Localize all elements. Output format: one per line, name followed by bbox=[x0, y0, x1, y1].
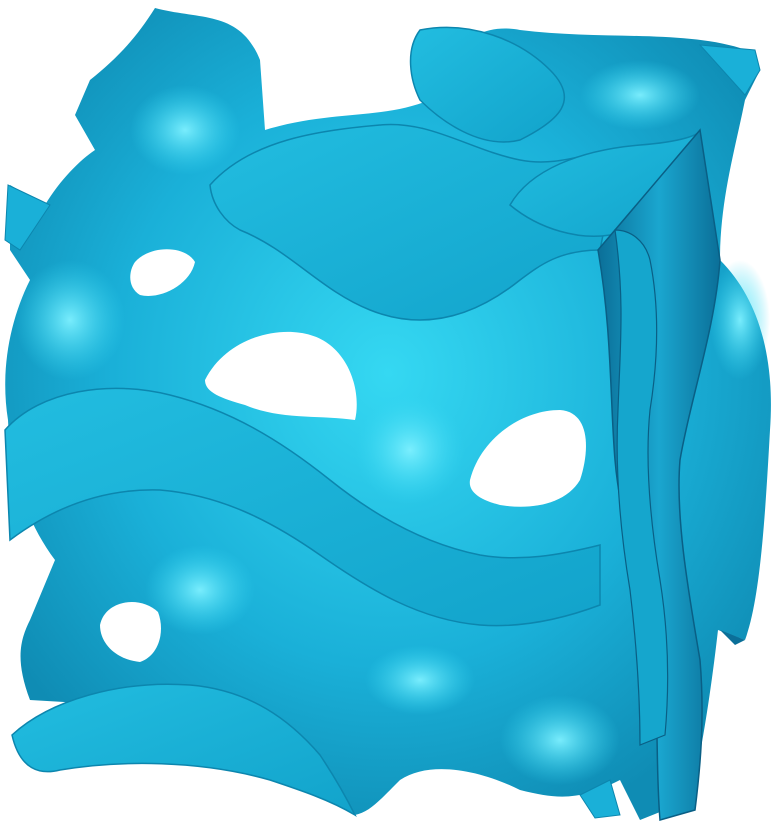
corner-tick-top-right bbox=[698, 44, 761, 96]
cut-face-middle-band bbox=[4, 387, 601, 627]
hole-lower-left bbox=[100, 602, 161, 662]
side-slab-inner-band bbox=[614, 229, 669, 746]
hole-center-right bbox=[469, 410, 586, 507]
highlight-2 bbox=[580, 60, 700, 130]
highlight-5 bbox=[145, 545, 255, 635]
corner-tick-bottom bbox=[579, 779, 621, 819]
cut-face-upper-band bbox=[209, 123, 621, 321]
highlight-8 bbox=[710, 260, 770, 380]
highlight-3 bbox=[15, 260, 125, 380]
highlight-4 bbox=[355, 395, 465, 505]
highlight-7 bbox=[365, 645, 475, 715]
hole-center bbox=[205, 331, 357, 420]
hole-upper-left bbox=[130, 249, 195, 296]
cut-face-top-ridge bbox=[409, 26, 566, 143]
hole-bottom-middle-gap bbox=[350, 793, 600, 834]
corner-tick-left bbox=[4, 184, 51, 251]
highlight-6 bbox=[500, 695, 620, 785]
highlight-1 bbox=[130, 85, 240, 175]
cut-face-lower-left bbox=[11, 683, 357, 817]
corner-tick-bottom-right bbox=[720, 630, 745, 645]
